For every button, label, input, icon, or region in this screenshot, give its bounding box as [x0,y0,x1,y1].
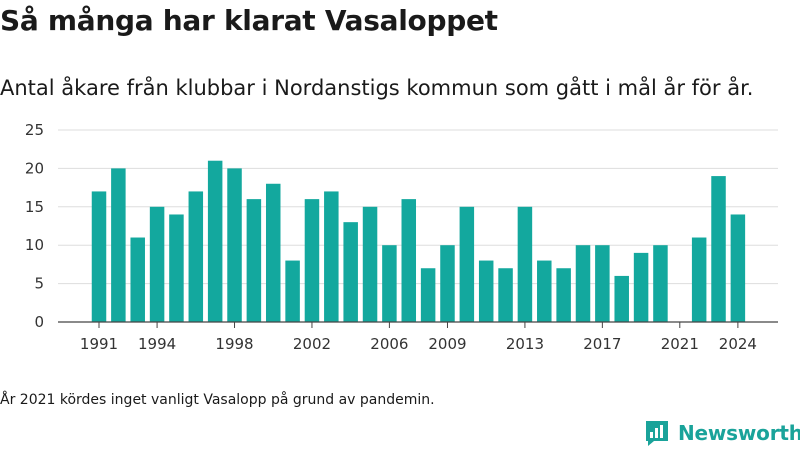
bar-2006 [382,245,397,322]
bar-2011 [478,260,494,322]
x-tick-label: 2017 [583,335,621,353]
bar-2012 [498,268,513,322]
bar-2020 [653,245,668,322]
bar-1993 [130,237,145,322]
bar-2015 [556,268,571,322]
bar-2019 [633,252,649,322]
bar-1995 [169,214,184,322]
bar-2022 [691,237,707,322]
y-tick-label: 0 [34,313,44,331]
y-tick-label: 20 [25,159,44,177]
x-tick-label: 2013 [506,335,544,353]
y-tick-label: 15 [25,198,44,216]
brand-name: Newsworthy [678,421,800,445]
chart-title: Så många har klarat Vasaloppet [0,4,498,37]
x-tick-label: 1991 [80,335,118,353]
bar-2003 [324,191,339,322]
x-tick-label: 2009 [428,335,466,353]
bar-1998 [227,168,242,322]
bar-chart: 0 5 10 15 20 25 1991 1994 1998 2002 2006 2009 2013 20… [25,121,778,353]
x-tick-label: 2024 [719,335,757,353]
bar-1996 [188,191,204,322]
bar-2017 [595,245,610,322]
bar-2008 [420,268,436,322]
bar-1999 [246,199,262,322]
x-tick-label: 1998 [215,335,253,353]
bar-2000 [265,183,281,322]
bar-1994 [149,206,165,322]
chart-subtitle: Antal åkare från klubbar i Nordanstigs k… [0,76,754,100]
bar-2013 [517,206,533,322]
bar-1997 [207,160,223,322]
y-tick-label: 5 [34,275,44,293]
bar-2009 [440,245,455,322]
bar-2001 [285,260,300,322]
x-tick-label: 1994 [138,335,176,353]
newsworthy-logo-icon [646,421,668,446]
brand-logo: Newsworthy [644,419,800,447]
y-tick-label: 25 [25,121,44,139]
y-tick-label: 10 [25,236,44,254]
x-tick-label: 2021 [661,335,699,353]
bar-2018 [614,275,629,322]
bar-2024 [730,214,746,322]
bar-1992 [111,168,126,322]
bar-2005 [362,206,378,322]
bar-2016 [575,245,591,322]
bar-2004 [343,222,358,322]
bar-2007 [401,199,417,322]
bar-2010 [459,206,475,322]
chart-footnote: År 2021 kördes inget vanligt Vasalopp på… [0,392,435,408]
x-tick-label: 2006 [370,335,408,353]
bar-2023 [711,176,726,322]
bar-2014 [537,260,552,322]
bar-1991 [91,191,107,322]
x-tick-label: 2002 [293,335,331,353]
bar-2002 [304,199,320,322]
